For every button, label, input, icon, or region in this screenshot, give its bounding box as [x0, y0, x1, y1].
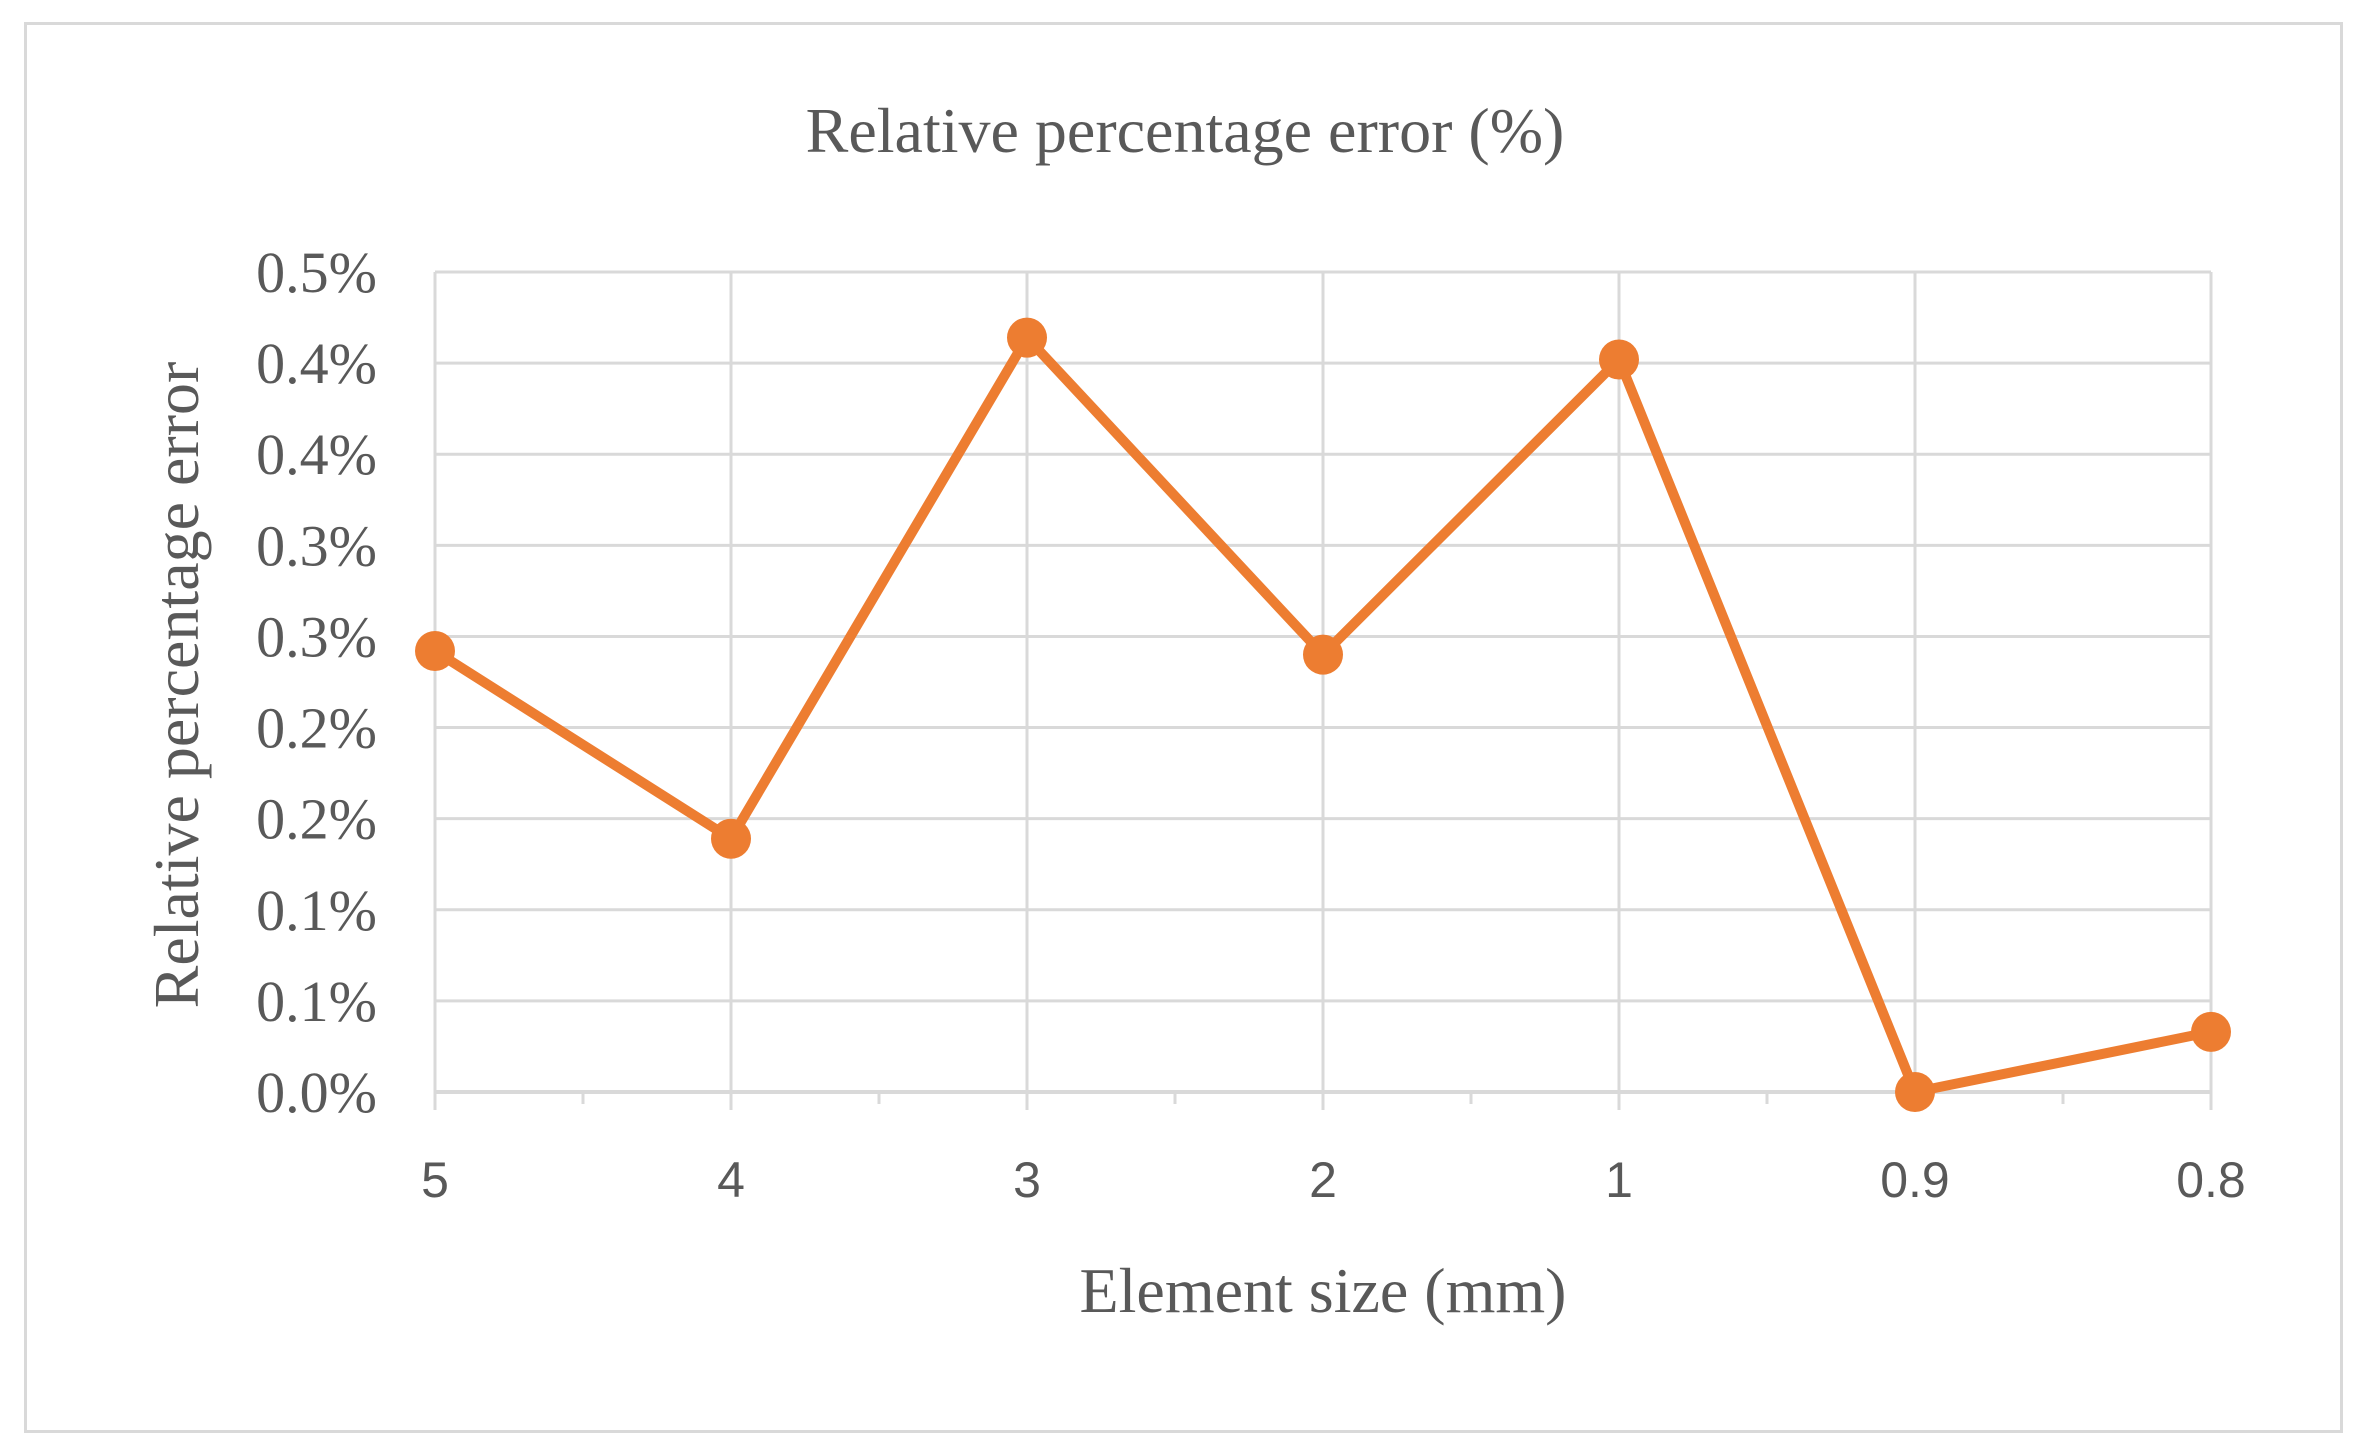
x-tick-label: 3: [1013, 1152, 1041, 1208]
y-tick-label: 0.0%: [256, 1060, 377, 1125]
data-point-marker: [2191, 1011, 2231, 1052]
gridlines: [433, 270, 2213, 1092]
data-point-marker: [1895, 1072, 1935, 1112]
y-tick-label: 0.2%: [256, 696, 377, 761]
data-point-marker: [415, 631, 455, 672]
x-axis-title: Element size (mm): [1080, 1255, 1567, 1326]
data-point-marker: [1599, 339, 1639, 380]
y-tick-label: 0.4%: [256, 422, 377, 487]
x-tick-label: 4: [717, 1152, 745, 1208]
x-tick-label: 2: [1309, 1152, 1337, 1208]
y-tick-label: 0.1%: [256, 878, 377, 943]
y-axis-title: Relative percentage error: [141, 362, 212, 1009]
y-tick-label: 0.4%: [256, 331, 377, 396]
data-point-marker: [711, 818, 751, 859]
data-point-marker: [1303, 634, 1343, 675]
y-tick-label: 0.2%: [256, 787, 377, 852]
x-axis-tick-labels: 5 4 3 2 1 0.9 0.8: [421, 1152, 2246, 1208]
data-point-marker: [1007, 317, 1047, 358]
x-axis: [433, 1090, 2213, 1110]
y-tick-label: 0.5%: [256, 240, 377, 305]
y-tick-label: 0.3%: [256, 604, 377, 669]
series-line: [415, 317, 2231, 1112]
chart-title: Relative percentage error (%): [806, 95, 1565, 166]
x-tick-label: 1: [1605, 1152, 1633, 1208]
y-axis-tick-labels: 0.0% 0.1% 0.1% 0.2% 0.2% 0.3% 0.3% 0.4% 0.4% 0.5%: [256, 240, 377, 1125]
y-tick-label: 0.3%: [256, 513, 377, 578]
y-tick-label: 0.1%: [256, 969, 377, 1034]
x-tick-label: 0.8: [2176, 1152, 2246, 1208]
x-tick-label: 5: [421, 1152, 449, 1208]
x-tick-label: 0.9: [1880, 1152, 1950, 1208]
